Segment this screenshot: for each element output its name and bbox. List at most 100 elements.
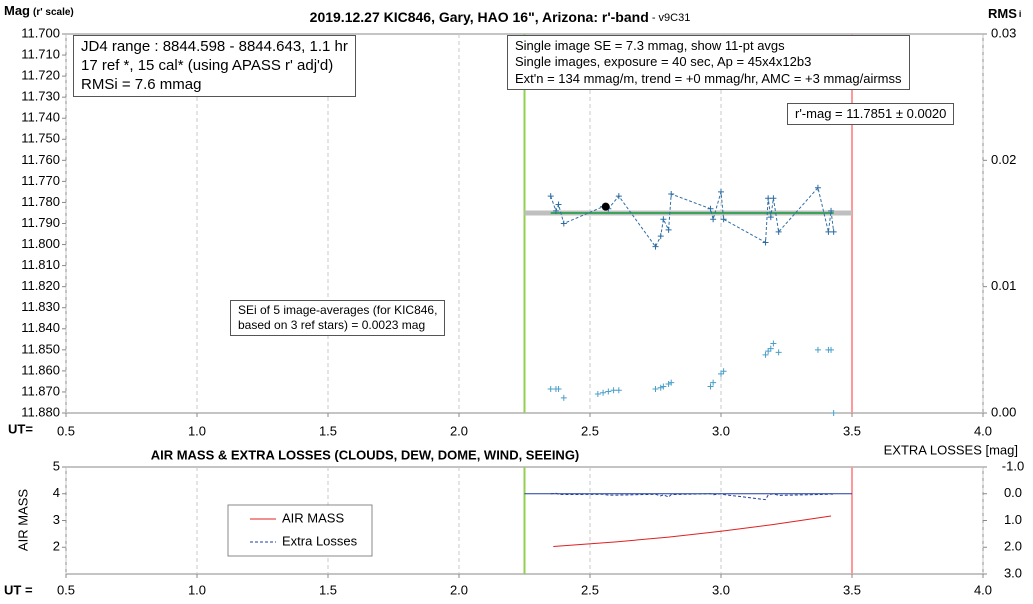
- series-line: [550, 492, 834, 501]
- y-tick-label: 11.850: [21, 341, 60, 356]
- y-tick-label: 11.800: [21, 236, 60, 251]
- point: [668, 379, 675, 386]
- point: [765, 348, 772, 355]
- legend-label: AIR MASS: [282, 510, 344, 525]
- x-tick-label: 1.5: [319, 423, 337, 438]
- y2-tick-label: 0.01: [991, 278, 1016, 293]
- point: [660, 216, 667, 223]
- y-tick-label: 11.740: [21, 110, 60, 125]
- point: [547, 385, 554, 392]
- point: [775, 349, 782, 356]
- point: [710, 379, 717, 386]
- y2-tick-label: 2.0: [1004, 539, 1022, 554]
- point: [707, 205, 714, 212]
- point: [660, 383, 667, 390]
- x-axis-label: UT=: [8, 421, 33, 436]
- point: [770, 340, 777, 347]
- y2-tick-label: 0.03: [991, 25, 1016, 40]
- x-tick-label: 4.0: [974, 582, 992, 597]
- point: [560, 394, 567, 401]
- point: [547, 193, 554, 200]
- point: [830, 228, 837, 235]
- point: [707, 383, 714, 390]
- annotation-box: SEi of 5 image-averages (for KIC846, base…: [230, 300, 446, 336]
- title: 2019.12.27 KIC846, Gary, HAO 16", Arizon…: [310, 9, 649, 25]
- point: [814, 184, 821, 191]
- point: [814, 346, 821, 353]
- point: [615, 193, 622, 200]
- point: [830, 410, 837, 416]
- y-label-note: (r' scale): [33, 7, 74, 18]
- point: [710, 216, 717, 223]
- point: [775, 228, 782, 235]
- chart-title: 2019.12.27 KIC846, Gary, HAO 16", Arizon…: [310, 9, 691, 25]
- y-tick-label: 11.760: [21, 152, 60, 167]
- y2-axis-label: RMS i: [988, 6, 1021, 21]
- y-tick-label: 2: [53, 539, 60, 554]
- annotation-line: Ext'n = 134 mmag/m, trend = +0 mmag/hr, …: [515, 70, 902, 86]
- annotation-line: based on 3 ref stars) = 0.0023 mag: [238, 318, 426, 332]
- y2-tick-label: 0.02: [991, 152, 1016, 167]
- y-tick-label: 5: [53, 458, 60, 473]
- y-axis-label: AIR MASS: [15, 489, 30, 551]
- y2-tick-label: -1.0: [1002, 458, 1024, 473]
- point: [665, 380, 672, 387]
- point: [657, 384, 664, 391]
- series-line: [553, 515, 832, 547]
- x-tick-label: 3.5: [843, 423, 861, 438]
- x-tick-label: 1.5: [319, 582, 337, 597]
- point: [762, 239, 769, 246]
- point: [594, 391, 601, 398]
- point: [610, 387, 617, 394]
- y-tick-label: 11.810: [21, 257, 60, 272]
- point: [762, 351, 769, 358]
- y-tick-label: 11.730: [21, 89, 60, 104]
- y-tick-label: 3: [53, 512, 60, 527]
- y-tick-label: 11.750: [21, 131, 60, 146]
- point: [552, 207, 559, 214]
- annotation-box: JD4 range : 8844.598 - 8844.643, 1.1 hr 1…: [73, 35, 356, 98]
- point: [657, 233, 664, 240]
- point: [555, 385, 562, 392]
- y-tick-label: 11.710: [21, 46, 60, 61]
- x-tick-label: 0.5: [57, 582, 75, 597]
- legend: [227, 504, 373, 557]
- y2-tick-label: 0.00: [991, 404, 1016, 419]
- y-tick-label: 11.870: [21, 383, 60, 398]
- version: - v9C31: [649, 12, 691, 24]
- y-axis-label: Mag (r' scale): [4, 3, 74, 18]
- annotation-box: r'-mag = 11.7851 ± 0.0020: [787, 103, 955, 126]
- annotation-line: RMSi = 7.6 mmag: [81, 75, 202, 93]
- point: [765, 195, 772, 202]
- annotation-line: Single images, exposure = 40 sec, Ap = 4…: [515, 54, 812, 70]
- x-tick-label: 2.0: [450, 582, 468, 597]
- point: [600, 389, 607, 396]
- y-tick-label: 11.830: [21, 299, 60, 314]
- annotation-line: Single image SE = 7.3 mmag, show 11-pt a…: [515, 38, 785, 53]
- point: [652, 385, 659, 392]
- y-tick-label: 11.720: [21, 68, 60, 83]
- point: [720, 368, 727, 375]
- annotation-line: JD4 range : 8844.598 - 8844.643, 1.1 hr: [81, 38, 348, 55]
- point: [601, 202, 610, 211]
- x-tick-label: 2.5: [581, 582, 599, 597]
- y-tick-label: 11.840: [21, 320, 60, 335]
- point: [652, 243, 659, 250]
- annotation-box: Single image SE = 7.3 mmag, show 11-pt a…: [507, 35, 910, 90]
- y2-label: RMS: [988, 6, 1017, 21]
- y-tick-label: 11.880: [21, 404, 60, 419]
- x-axis-label: UT =: [4, 582, 33, 597]
- point: [767, 214, 774, 221]
- y2-axis-label: EXTRA LOSSES [mag]: [884, 442, 1018, 457]
- point: [665, 226, 672, 233]
- point: [828, 346, 835, 353]
- point: [555, 201, 562, 208]
- y-tick-label: 11.770: [21, 173, 60, 188]
- legend-label: Extra Losses: [282, 533, 358, 548]
- point: [560, 220, 567, 227]
- y2-tick-label: 3.0: [1004, 565, 1022, 580]
- annotation-line: r'-mag = 11.7851 ± 0.0020: [795, 106, 947, 121]
- y2-label-sub: i: [1019, 9, 1022, 19]
- x-tick-label: 2.0: [450, 423, 468, 438]
